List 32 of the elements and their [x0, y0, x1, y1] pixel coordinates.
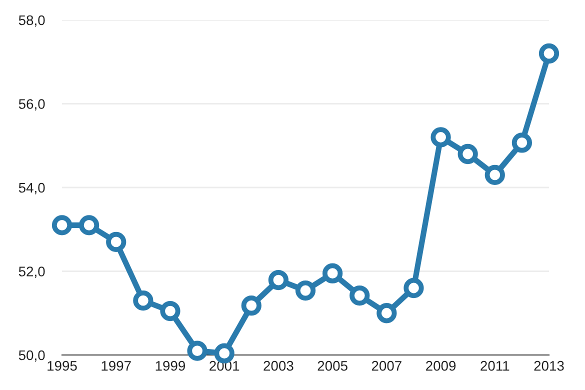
x-tick-label: 2013: [534, 360, 564, 371]
x-tick-label: 2007: [372, 360, 402, 371]
x-tick-label: 2003: [264, 360, 294, 371]
point: [295, 280, 316, 301]
x-tick-label: 2009: [426, 360, 456, 371]
point: [512, 132, 532, 153]
y-tick-label: 54,0: [18, 182, 45, 194]
point: [538, 43, 560, 64]
point: [268, 270, 289, 290]
y-tick-label: 52,0: [18, 266, 45, 278]
point: [106, 232, 126, 252]
point: [187, 340, 208, 361]
point: [376, 303, 397, 324]
y-tick-label: 56,0: [18, 99, 45, 111]
x-tick-label: 2011: [480, 360, 510, 371]
x-tick-label: 2005: [318, 360, 348, 371]
point: [241, 296, 262, 316]
point: [160, 300, 180, 322]
point: [458, 144, 478, 164]
point: [430, 127, 451, 148]
point: [52, 215, 72, 236]
y-tick-label: 58,0: [18, 15, 45, 27]
y-tick-label: 50,0: [18, 350, 45, 362]
x-tick-label: 1995: [48, 360, 77, 371]
point: [78, 215, 100, 236]
point: [404, 278, 424, 298]
point: [322, 263, 343, 284]
point: [484, 164, 505, 186]
point: [350, 285, 370, 306]
x-tick-label: 1999: [156, 360, 186, 371]
x-tick-label: 1997: [102, 360, 131, 371]
point: [133, 290, 154, 311]
